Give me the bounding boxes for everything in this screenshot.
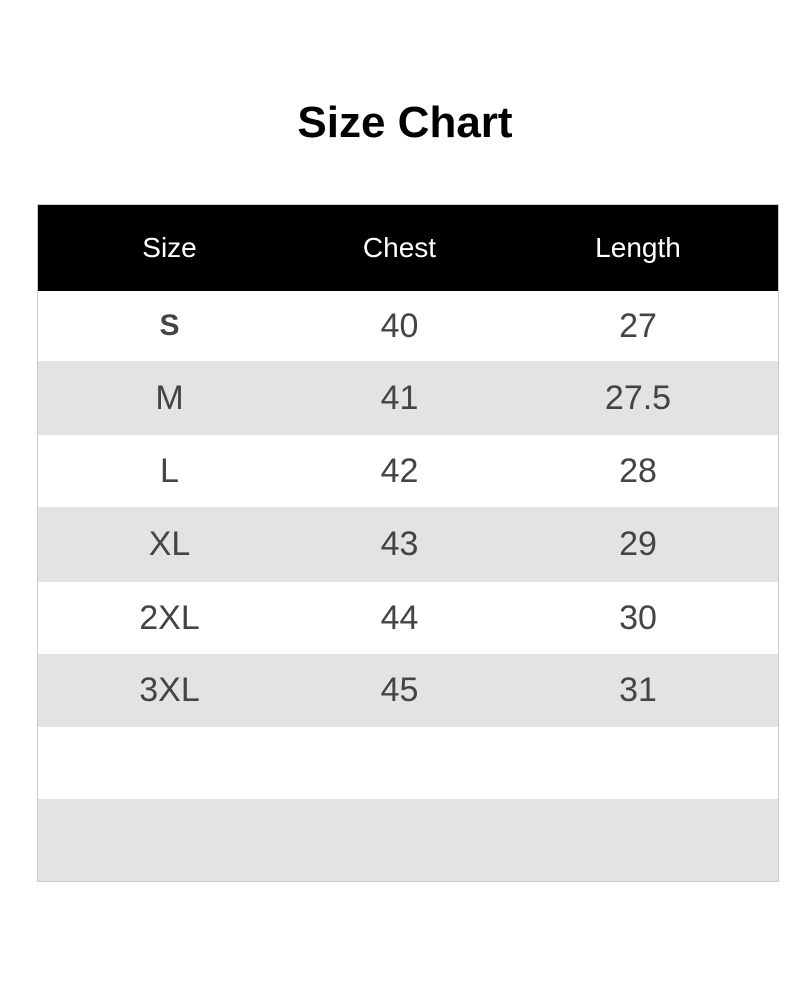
table-row: S 40 27 <box>38 291 778 361</box>
cell-size: S <box>159 309 180 342</box>
cell-size: 2XL <box>139 598 200 637</box>
cell-length: 31 <box>619 671 657 709</box>
table-row: M 41 27.5 <box>38 361 778 435</box>
table-row: XL 43 29 <box>38 507 778 582</box>
header-size: Size <box>142 232 197 263</box>
table-header: Size Chest Length <box>38 205 778 291</box>
cell-chest: 40 <box>380 306 419 345</box>
page-title: Size Chart <box>297 98 513 147</box>
cell-length: 27.5 <box>604 378 672 417</box>
cell-size: XL <box>148 525 191 563</box>
cell-chest: 41 <box>380 378 419 417</box>
cell-chest: 45 <box>380 671 419 709</box>
cell-size: L <box>160 451 179 490</box>
table-row: 3XL 45 31 <box>38 654 778 727</box>
cell-chest: 43 <box>380 525 419 563</box>
table-row <box>38 727 778 799</box>
cell-size: M <box>155 378 184 417</box>
cell-length: 28 <box>619 451 657 490</box>
cell-size: 3XL <box>139 671 200 709</box>
table-row <box>38 799 778 881</box>
header-chest: Chest <box>362 232 437 263</box>
cell-chest: 42 <box>380 451 419 490</box>
cell-chest: 44 <box>380 598 419 637</box>
size-table: Size Chest Length S 40 27 M 41 27.5 L 42 28 XL 43 2… <box>37 204 779 882</box>
cell-length: 29 <box>619 525 657 563</box>
table-row: 2XL 44 30 <box>38 582 778 654</box>
cell-length: 30 <box>619 598 657 637</box>
cell-length: 27 <box>619 306 657 345</box>
table-row: L 42 28 <box>38 435 778 507</box>
header-length: Length <box>595 232 681 263</box>
